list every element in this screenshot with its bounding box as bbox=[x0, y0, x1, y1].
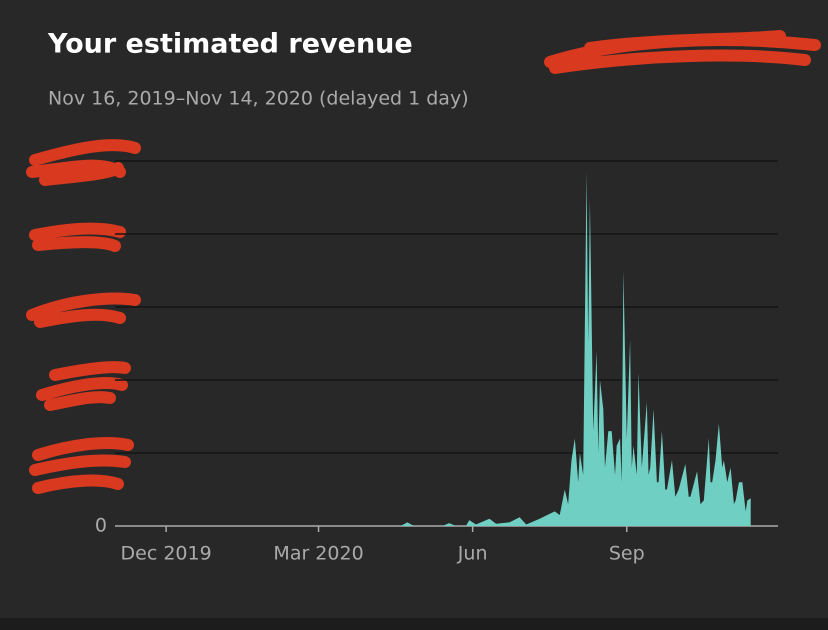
x-tick-label: Dec 2019 bbox=[121, 543, 212, 565]
redaction bbox=[26, 139, 141, 186]
chart-subtitle: Nov 16, 2019–Nov 14, 2020 (delayed 1 day… bbox=[48, 88, 469, 110]
x-tick-label: Mar 2020 bbox=[273, 543, 363, 565]
redaction bbox=[29, 222, 126, 252]
redaction bbox=[26, 292, 141, 328]
bottom-bar bbox=[0, 618, 828, 630]
chart-title: Your estimated revenue bbox=[47, 29, 413, 60]
redaction bbox=[36, 361, 131, 411]
redaction bbox=[29, 437, 134, 494]
x-tick-label: Sep bbox=[609, 543, 645, 565]
x-tick-label: Jun bbox=[457, 543, 488, 565]
redaction bbox=[544, 30, 821, 74]
y-tick-label: 0 bbox=[95, 515, 107, 537]
redactions bbox=[26, 30, 821, 494]
